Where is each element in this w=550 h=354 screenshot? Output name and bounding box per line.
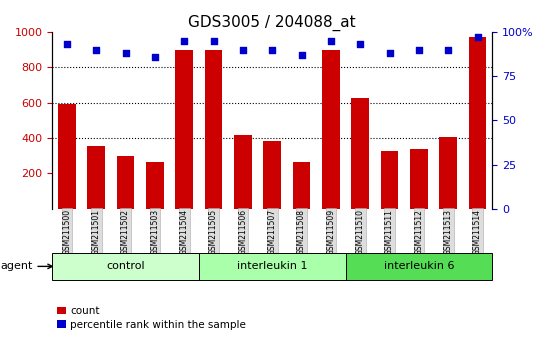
Bar: [87, 146, 105, 209]
Text: GSM211509: GSM211509: [326, 209, 336, 255]
FancyBboxPatch shape: [199, 253, 345, 280]
Text: interleukin 6: interleukin 6: [384, 261, 454, 272]
Text: GSM211511: GSM211511: [385, 209, 394, 255]
Point: [151, 54, 160, 59]
Text: GSM211512: GSM211512: [414, 209, 424, 255]
Bar: [469, 37, 486, 209]
Bar: [439, 137, 457, 209]
Text: GSM211502: GSM211502: [121, 209, 130, 255]
Text: GSM211506: GSM211506: [238, 209, 248, 255]
Point: [415, 47, 424, 52]
Bar: [234, 136, 252, 209]
Legend: count, percentile rank within the sample: count, percentile rank within the sample: [57, 306, 246, 330]
Text: GSM211500: GSM211500: [62, 209, 72, 255]
Bar: [263, 141, 281, 209]
Point: [473, 34, 482, 40]
Text: GSM211513: GSM211513: [444, 209, 453, 255]
Text: GSM211507: GSM211507: [268, 209, 277, 255]
Point: [180, 38, 189, 44]
Text: agent: agent: [0, 261, 52, 272]
Point: [209, 38, 218, 44]
Text: GSM211514: GSM211514: [473, 209, 482, 255]
Text: GSM211501: GSM211501: [92, 209, 101, 255]
Bar: [175, 50, 193, 209]
FancyBboxPatch shape: [52, 253, 199, 280]
Point: [239, 47, 248, 52]
Title: GDS3005 / 204088_at: GDS3005 / 204088_at: [189, 14, 356, 30]
Point: [121, 50, 130, 56]
Point: [444, 47, 453, 52]
Text: GSM211503: GSM211503: [150, 209, 159, 255]
Bar: [146, 162, 164, 209]
Point: [327, 38, 336, 44]
Text: GSM211504: GSM211504: [180, 209, 189, 255]
Bar: [205, 50, 222, 209]
Text: GSM211505: GSM211505: [209, 209, 218, 255]
Bar: [58, 104, 76, 209]
Text: control: control: [106, 261, 145, 272]
Bar: [117, 156, 134, 209]
Point: [63, 41, 72, 47]
Point: [268, 47, 277, 52]
Text: GSM211510: GSM211510: [356, 209, 365, 255]
Bar: [293, 162, 310, 209]
Bar: [410, 149, 428, 209]
Text: GSM211508: GSM211508: [297, 209, 306, 255]
Text: interleukin 1: interleukin 1: [237, 261, 307, 272]
Bar: [381, 152, 398, 209]
Bar: [322, 50, 340, 209]
Bar: [351, 98, 369, 209]
Point: [356, 41, 365, 47]
Point: [385, 50, 394, 56]
FancyBboxPatch shape: [345, 253, 492, 280]
Point: [92, 47, 101, 52]
Point: [297, 52, 306, 58]
